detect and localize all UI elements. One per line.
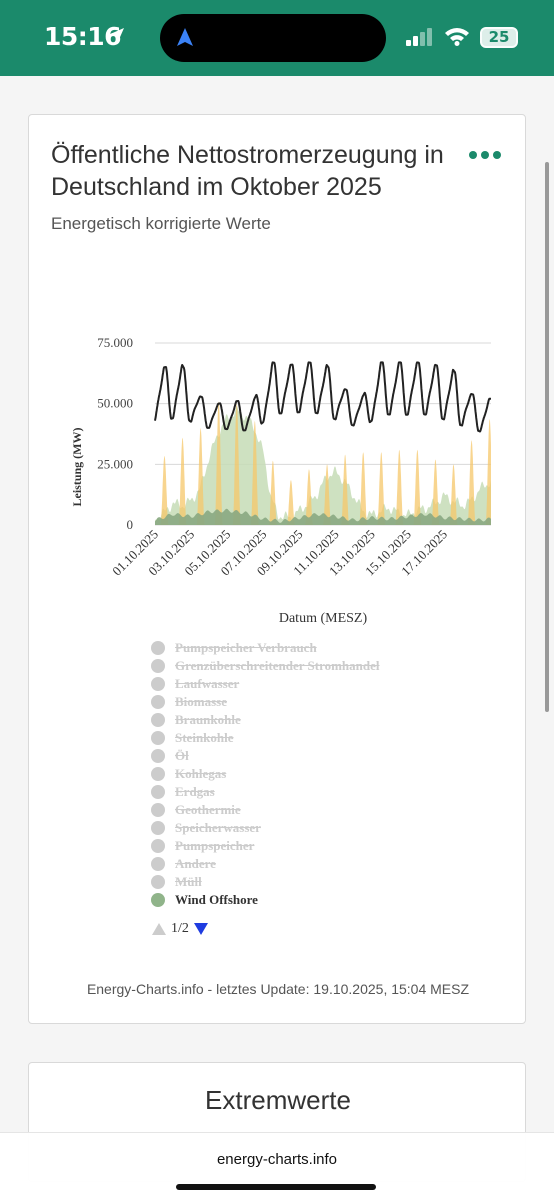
chart-card: Öffentliche Nettostromerzeugung in Deuts… — [28, 114, 526, 1024]
legend-label: Biomasse — [175, 694, 227, 709]
legend-item[interactable]: Pumpspeicher — [151, 837, 380, 855]
chart-areas — [155, 401, 491, 525]
legend-label: Müll — [175, 874, 202, 889]
chart-credit: Energy-Charts.info - letztes Update: 19.… — [86, 981, 470, 997]
x-axis-label: Datum (MESZ) — [279, 611, 368, 626]
navigation-icon — [177, 28, 193, 46]
legend-page-indicator: 1/2 — [171, 921, 189, 936]
legend-label: Braunkohle — [175, 712, 241, 727]
legend-dot — [151, 749, 165, 763]
legend-label: Wind Offshore — [175, 892, 258, 907]
legend-item[interactable]: Grenzüberschreitender Stromhandel — [151, 657, 380, 675]
legend-dot — [151, 767, 165, 781]
legend-item[interactable]: Pumpspeicher Verbrauch — [151, 639, 380, 657]
browser-address-bar[interactable]: energy-charts.info — [0, 1132, 554, 1200]
legend-dot — [151, 659, 165, 673]
y-axis-ticks: 0 25.000 50.000 75.000 — [97, 335, 133, 532]
legend-item[interactable]: Andere — [151, 855, 380, 873]
legend-dot — [151, 713, 165, 727]
series-load — [154, 361, 492, 433]
cellular-signal-icon — [406, 28, 432, 46]
legend-label: Kohlegas — [175, 766, 227, 781]
y-tick-label: 75.000 — [97, 335, 133, 350]
legend-dot — [151, 839, 165, 853]
legend-dot — [151, 893, 165, 907]
legend-dot — [151, 857, 165, 871]
chart-subtitle: Energetisch korrigierte Werte — [51, 214, 271, 233]
legend-pagination: 1/2 — [151, 921, 209, 937]
legend-label: Erdgas — [175, 784, 215, 799]
legend-label: Grenzüberschreitender Stromhandel — [175, 658, 380, 673]
chart-title: Öffentliche Nettostromerzeugung in Deuts… — [51, 141, 444, 201]
legend-item[interactable]: Steinkohle — [151, 729, 380, 747]
url-text[interactable]: energy-charts.info — [216, 1151, 338, 1168]
y-axis-label: Leistung (MW) — [70, 428, 84, 507]
legend-next-icon[interactable] — [193, 922, 209, 936]
legend-item[interactable]: Speicherwasser — [151, 819, 380, 837]
clock: 15:16 — [44, 22, 122, 51]
legend-label: Pumpspeicher Verbrauch — [175, 640, 317, 655]
legend-label: Steinkohle — [175, 730, 234, 745]
legend-dot — [151, 803, 165, 817]
legend-item[interactable]: Braunkohle — [151, 711, 380, 729]
legend-prev-icon[interactable] — [151, 922, 167, 936]
series-wind-offshore — [155, 508, 491, 525]
menu-dot — [493, 151, 501, 159]
legend-label: Andere — [175, 856, 216, 871]
chart-legend: Pumpspeicher Verbrauch Grenzüberschreiten… — [151, 639, 380, 909]
y-tick-label: 50.000 — [97, 396, 133, 411]
legend-item[interactable]: Wind Offshore — [151, 891, 380, 909]
wifi-icon — [445, 28, 469, 46]
series-solar — [155, 401, 491, 525]
legend-item[interactable]: Müll — [151, 873, 380, 891]
x-axis-ticks: 01.10.202503.10.202505.10.202507.10.2025… — [109, 527, 450, 579]
battery-indicator: 25 — [480, 27, 518, 48]
chart-plot[interactable]: 0 25.000 50.000 75.000 01.10.202503.10.2025… — [29, 115, 527, 635]
chart-menu-button[interactable] — [469, 151, 501, 159]
scrollbar[interactable] — [545, 162, 549, 712]
legend-label: Speicherwasser — [175, 820, 261, 835]
legend-label: Geothermie — [175, 802, 241, 817]
location-arrow-icon — [108, 28, 124, 44]
menu-dot — [469, 151, 477, 159]
legend-label: Öl — [175, 748, 189, 763]
legend-dot — [151, 821, 165, 835]
y-tick-label: 0 — [127, 517, 134, 532]
legend-item[interactable]: Laufwasser — [151, 675, 380, 693]
page-content: Öffentliche Nettostromerzeugung in Deuts… — [0, 76, 554, 1182]
legend-dot — [151, 641, 165, 655]
legend-dot — [151, 677, 165, 691]
legend-item[interactable]: Geothermie — [151, 801, 380, 819]
legend-dot — [151, 785, 165, 799]
dynamic-island — [160, 14, 386, 62]
legend-dot — [151, 731, 165, 745]
legend-label: Pumpspeicher — [175, 838, 255, 853]
extremes-title: Extremwerte — [205, 1085, 351, 1115]
legend-item[interactable]: Öl — [151, 747, 380, 765]
legend-dot — [151, 695, 165, 709]
menu-dot — [481, 151, 489, 159]
status-bar: 15:16 25 — [0, 0, 554, 76]
legend-item[interactable]: Biomasse — [151, 693, 380, 711]
chart-lines — [154, 361, 492, 433]
legend-item[interactable]: Erdgas — [151, 783, 380, 801]
y-tick-label: 25.000 — [97, 456, 133, 471]
home-indicator — [176, 1184, 376, 1190]
legend-item[interactable]: Kohlegas — [151, 765, 380, 783]
legend-dot — [151, 875, 165, 889]
legend-label: Laufwasser — [175, 676, 240, 691]
